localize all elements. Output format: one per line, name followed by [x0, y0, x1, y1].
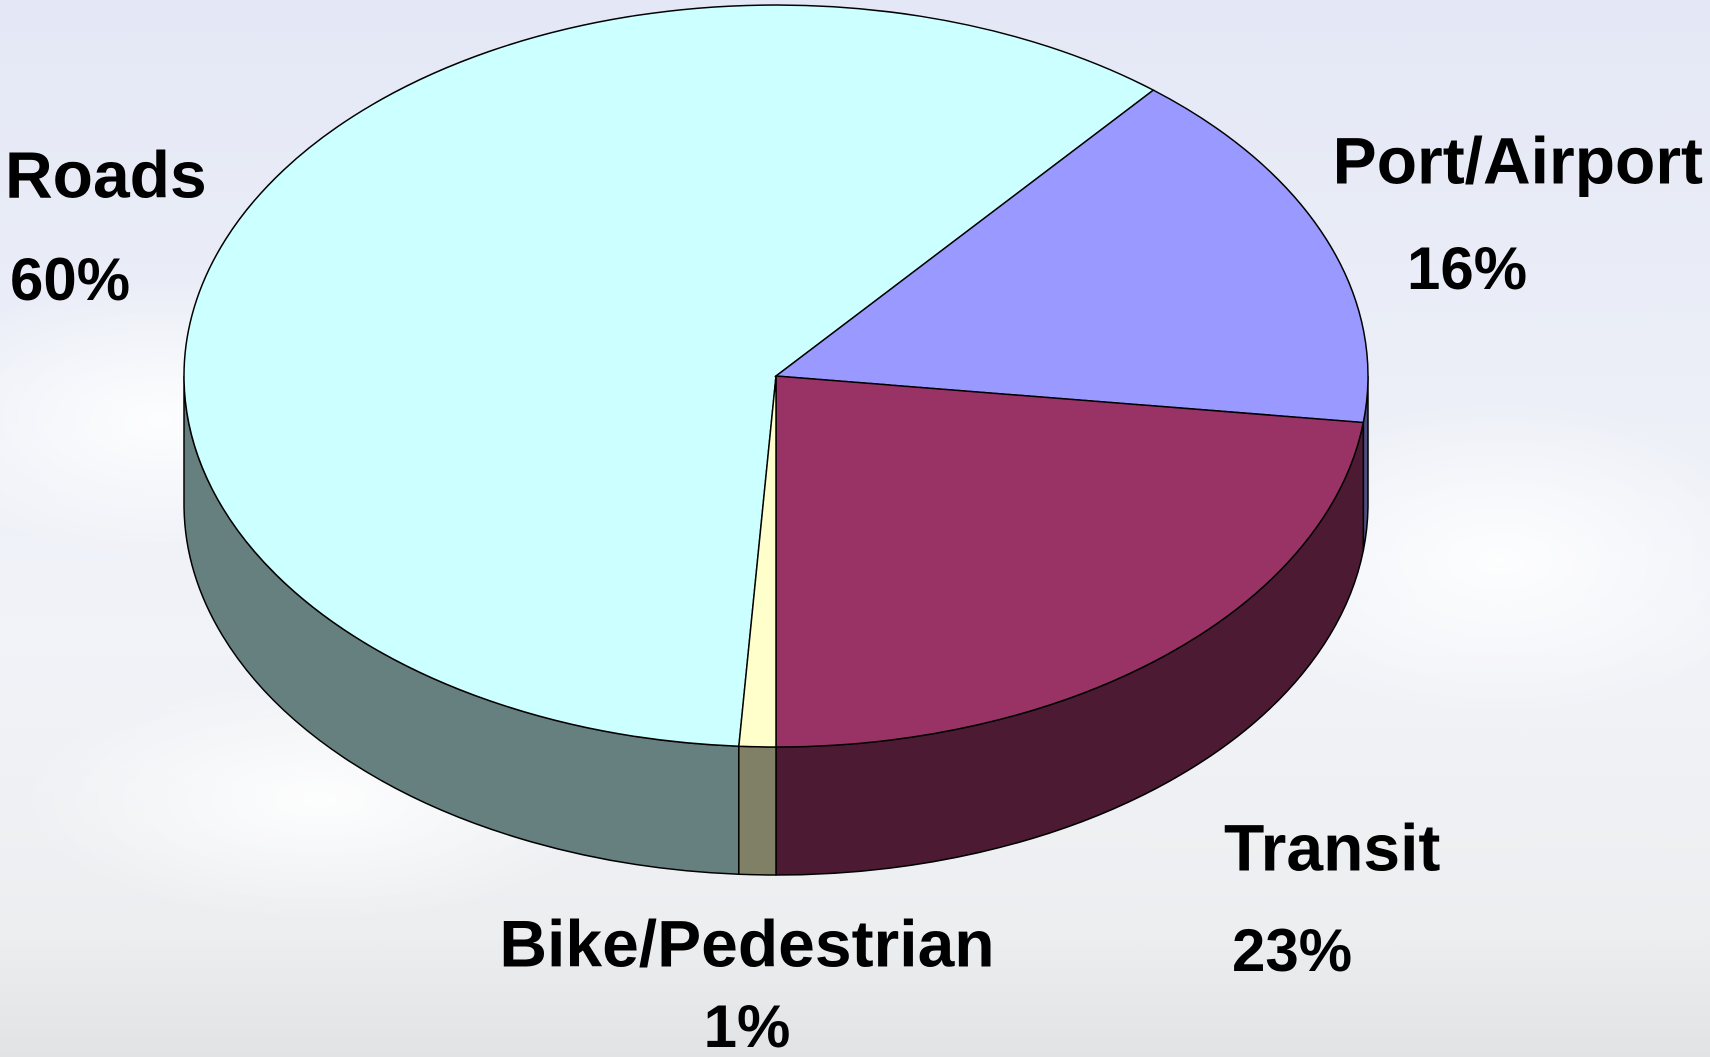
slice — [773, 89, 1369, 424]
category-label: Bike/Pedestrian — [499, 906, 994, 980]
value-label: 1% — [704, 993, 791, 1057]
slice-side — [738, 745, 777, 876]
category-label: Roads — [5, 137, 207, 211]
category-label: Transit — [1224, 810, 1440, 884]
category-label: Port/Airport — [1333, 123, 1703, 197]
slice — [775, 375, 1365, 748]
value-label: 23% — [1232, 917, 1352, 984]
pie — [183, 4, 1369, 876]
labels: Roads 60% Port/Airport 16% Transit 23% Bike/Pe… — [5, 123, 1703, 1057]
slice — [738, 375, 777, 748]
slice — [183, 4, 1155, 748]
value-label: 60% — [10, 246, 130, 313]
value-label: 16% — [1407, 235, 1527, 302]
